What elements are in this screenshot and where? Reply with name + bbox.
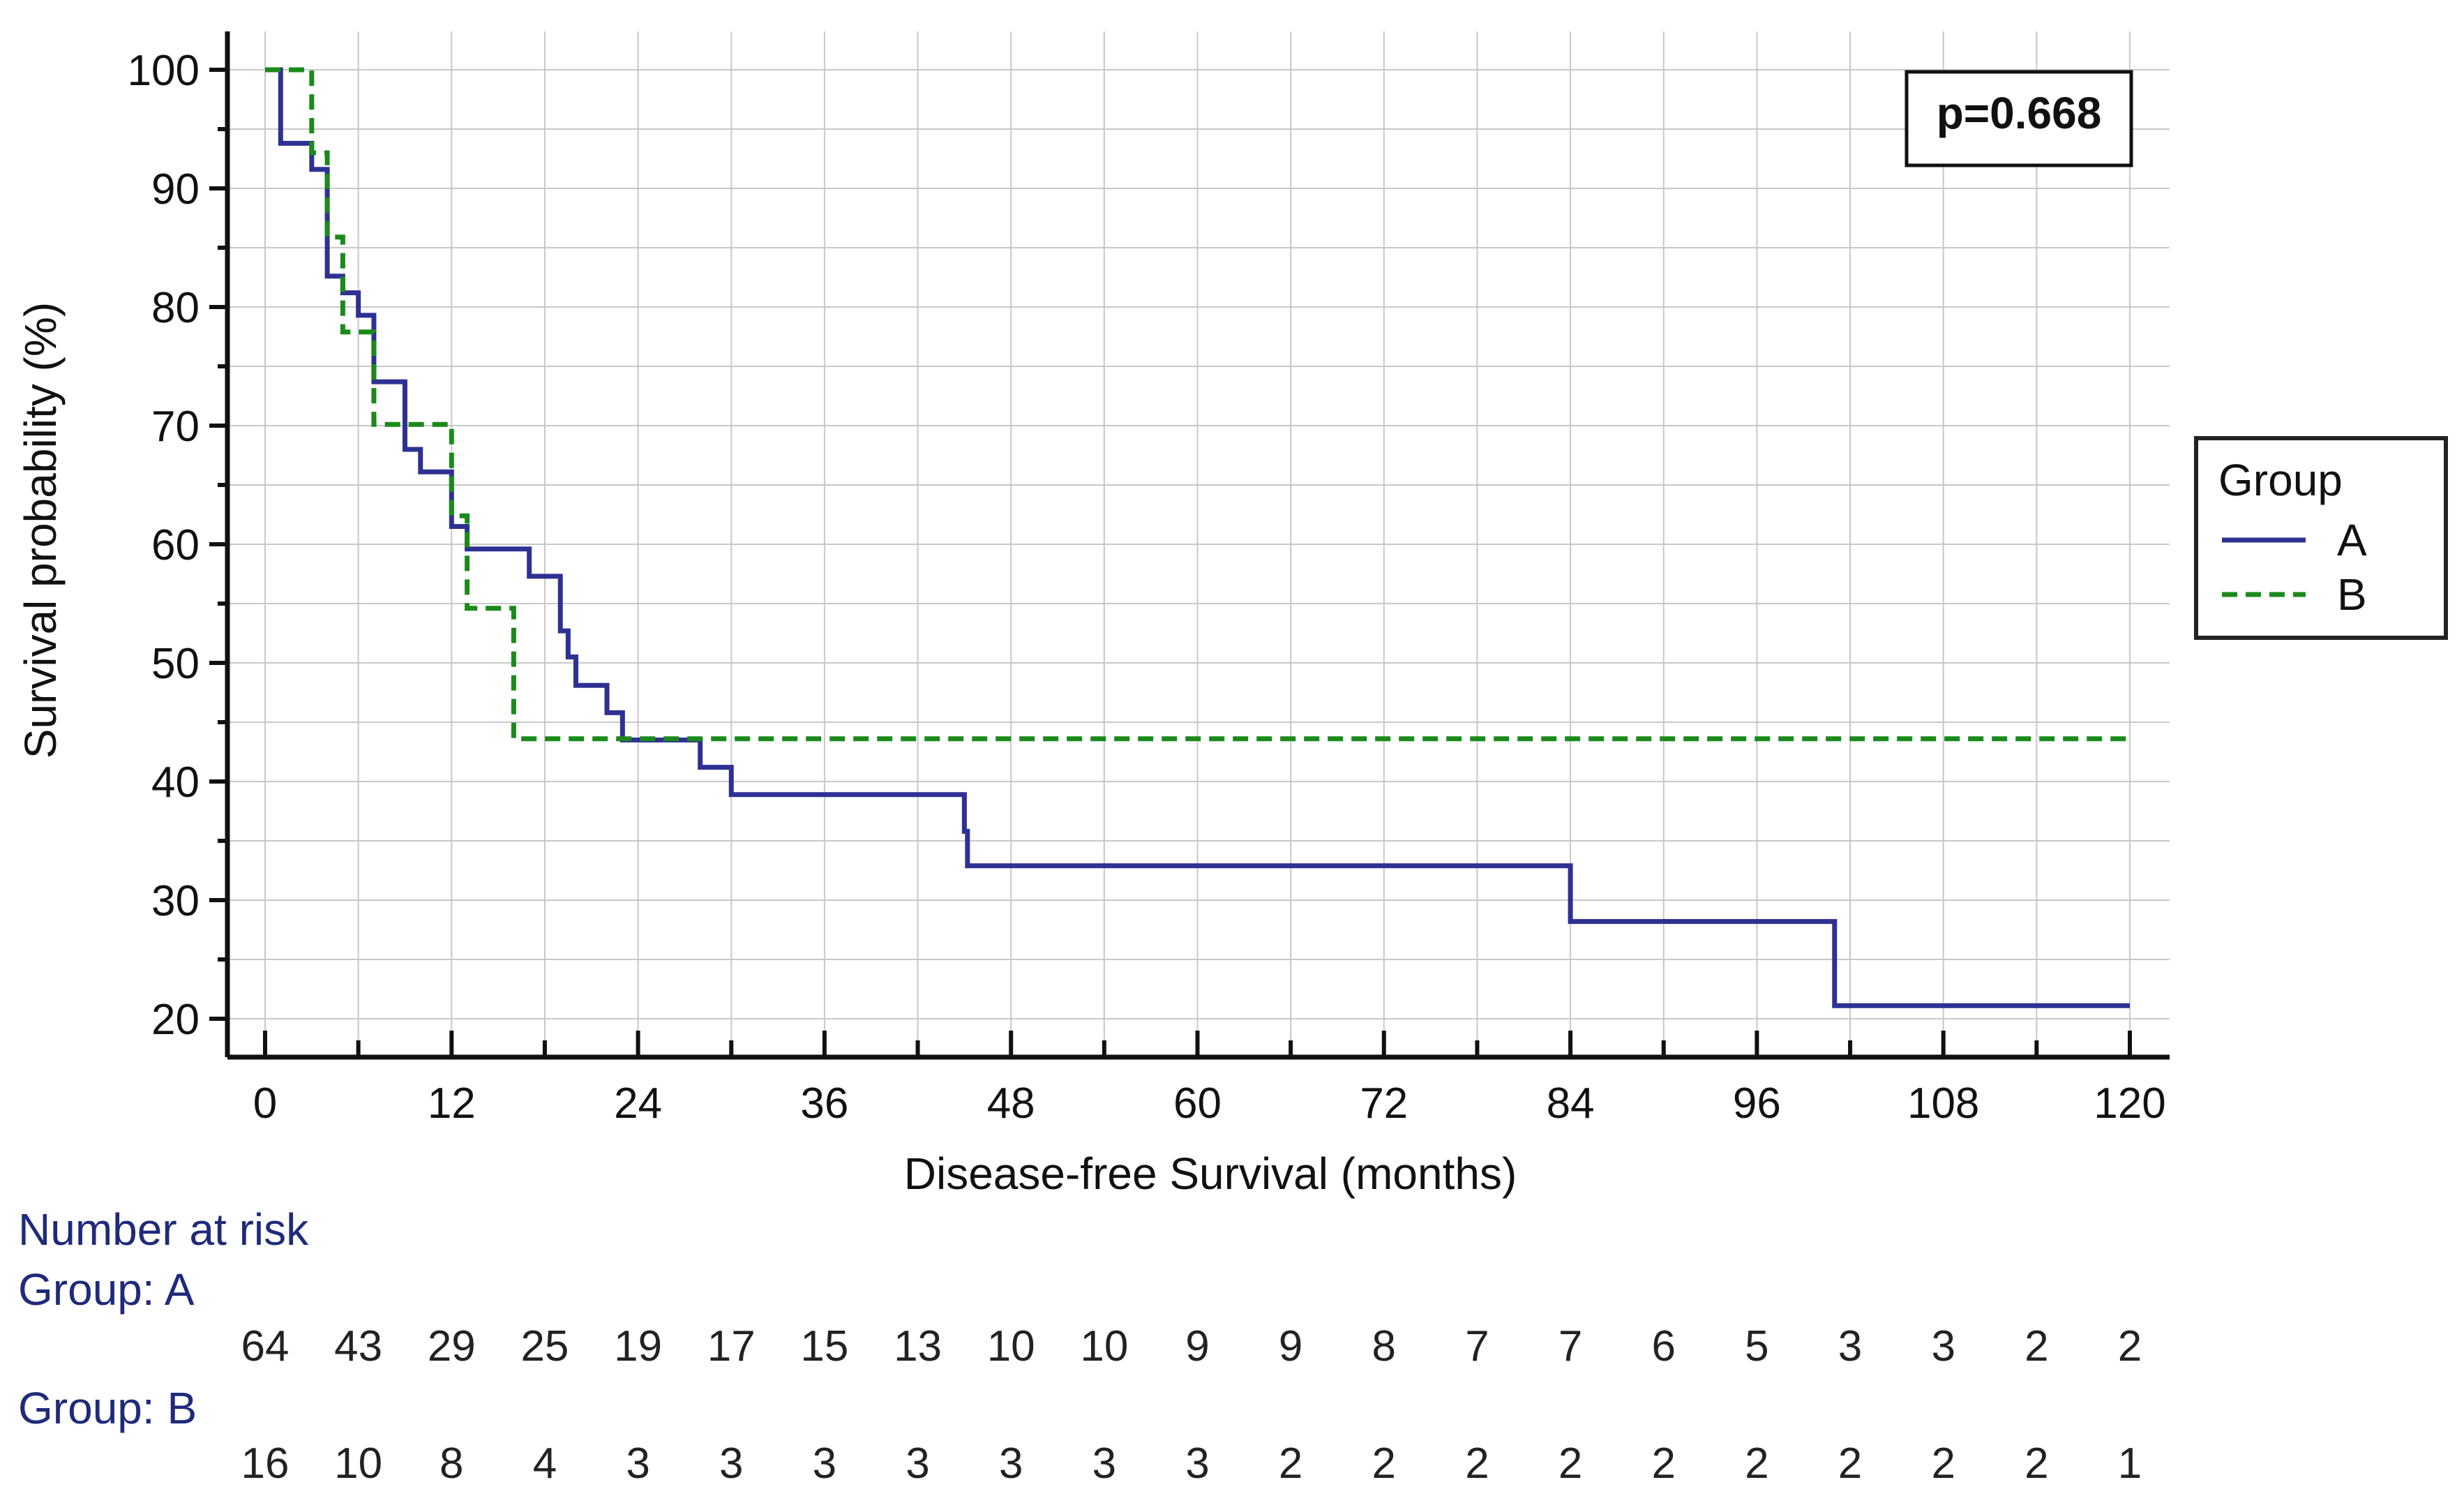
x-tick-label: 0 (253, 1079, 277, 1128)
x-axis-label: Disease-free Survival (months) (904, 1149, 1517, 1199)
risk-count-group-b: 1 (2118, 1440, 2142, 1488)
risk-count-group-a: 10 (987, 1322, 1035, 1370)
risk-count-group-b: 2 (1745, 1440, 1768, 1488)
x-tick-label: 108 (1907, 1079, 1979, 1128)
x-tick-label: 48 (987, 1079, 1035, 1128)
risk-count-group-b: 2 (2024, 1440, 2048, 1488)
x-tick-label: 24 (614, 1079, 662, 1128)
risk-count-group-a: 2 (2024, 1322, 2048, 1370)
y-axis-label: Survival probability (%) (15, 302, 66, 758)
risk-count-group-a: 7 (1465, 1322, 1489, 1370)
risk-count-group-b: 3 (719, 1440, 743, 1488)
risk-count-group-b: 2 (1931, 1440, 1955, 1488)
y-tick-label: 20 (151, 996, 200, 1044)
survival-curve-b (265, 67, 2130, 742)
risk-count-group-a: 17 (707, 1322, 756, 1370)
risk-group-b-label: Group: B (18, 1383, 197, 1433)
risk-count-group-a: 8 (1372, 1322, 1396, 1370)
risk-count-group-b: 3 (1092, 1440, 1116, 1488)
risk-count-group-a: 3 (1931, 1322, 1955, 1370)
x-tick-label: 72 (1360, 1079, 1408, 1128)
y-tick-label: 80 (151, 284, 200, 332)
x-tick-label: 36 (800, 1079, 848, 1128)
risk-count-group-a: 2 (2118, 1322, 2142, 1370)
risk-count-group-a: 64 (241, 1322, 290, 1370)
risk-count-group-a: 9 (1279, 1322, 1302, 1370)
risk-count-group-a: 43 (334, 1322, 382, 1370)
legend-title: Group (2218, 455, 2343, 505)
risk-count-group-b: 3 (906, 1440, 929, 1488)
risk-group-a-label: Group: A (18, 1264, 195, 1315)
risk-count-group-b: 2 (1652, 1440, 1676, 1488)
x-tick-label: 60 (1173, 1079, 1222, 1128)
x-tick-label: 120 (2094, 1079, 2165, 1128)
risk-count-group-b: 2 (1279, 1440, 1302, 1488)
risk-count-group-a: 9 (1185, 1322, 1209, 1370)
legend-label-a: A (2337, 515, 2367, 565)
y-tick-label: 40 (151, 758, 200, 807)
y-tick-label: 30 (151, 877, 200, 925)
x-tick-label: 84 (1547, 1079, 1595, 1128)
legend: Group A B (2194, 436, 2448, 640)
survival-curves (265, 67, 2130, 1008)
y-tick-label: 100 (128, 47, 200, 95)
x-tick-label: 96 (1733, 1079, 1781, 1128)
risk-count-group-a: 15 (800, 1322, 848, 1370)
risk-count-group-a: 7 (1558, 1322, 1582, 1370)
risk-count-group-a: 25 (520, 1322, 569, 1370)
gridlines (227, 31, 2170, 1057)
risk-count-group-a: 29 (428, 1322, 476, 1370)
p-value-annotation: p=0.668 (1905, 70, 2133, 167)
risk-count-group-b: 3 (1185, 1440, 1209, 1488)
risk-count-group-a: 5 (1745, 1322, 1768, 1370)
risk-count-group-b: 2 (1465, 1440, 1489, 1488)
risk-count-group-a: 13 (894, 1322, 942, 1370)
risk-count-group-b: 2 (1558, 1440, 1582, 1488)
risk-count-group-b: 3 (626, 1440, 649, 1488)
risk-count-group-b: 4 (533, 1440, 557, 1488)
risk-count-group-b: 3 (813, 1440, 836, 1488)
legend-label-b: B (2337, 569, 2367, 620)
risk-count-group-a: 6 (1652, 1322, 1676, 1370)
risk-count-group-b: 2 (1372, 1440, 1396, 1488)
y-tick-label: 90 (151, 165, 200, 214)
risk-table-title: Number at risk (18, 1204, 309, 1255)
risk-count-group-b: 16 (241, 1440, 290, 1488)
y-tick-label: 50 (151, 640, 200, 688)
risk-count-group-b: 2 (1838, 1440, 1862, 1488)
risk-count-group-a: 19 (614, 1322, 662, 1370)
risk-count-group-b: 3 (999, 1440, 1023, 1488)
x-tick-label: 12 (428, 1079, 476, 1128)
p-value-box (1905, 70, 2133, 167)
number-at-risk-table: Number at risk Group: A Group: B 64 43 29 2… (18, 1204, 2142, 1488)
y-tick-label: 70 (151, 403, 200, 451)
y-tick-label: 60 (151, 521, 200, 569)
p-value-text: p=0.668 (1937, 88, 2102, 138)
risk-count-group-a: 3 (1838, 1322, 1862, 1370)
axes: 20 30 40 50 60 70 80 90 100 0 12 24 36 48 60 72 84 96 108 1… (128, 31, 2170, 1128)
risk-count-group-b: 10 (334, 1440, 382, 1488)
risk-count-group-a: 10 (1080, 1322, 1128, 1370)
risk-count-group-b: 8 (440, 1440, 463, 1488)
